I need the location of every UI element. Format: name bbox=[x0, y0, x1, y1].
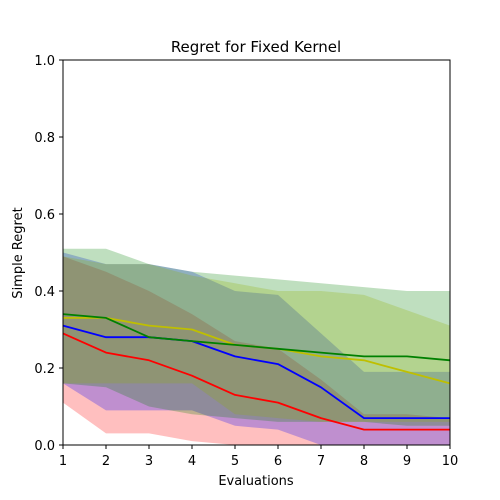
y-tick-label: 0.2 bbox=[34, 362, 55, 377]
x-tick-label: 8 bbox=[360, 454, 368, 469]
x-tick-label: 7 bbox=[317, 454, 325, 469]
y-tick-label: 0.6 bbox=[34, 208, 55, 223]
x-tick-label: 4 bbox=[188, 454, 196, 469]
series-lines bbox=[62, 313, 451, 431]
y-tick-label: 0.8 bbox=[34, 131, 55, 146]
series-4-band bbox=[63, 248, 450, 426]
series-3-band bbox=[63, 256, 450, 422]
series-1-line bbox=[62, 332, 450, 431]
x-tick-label: 2 bbox=[102, 454, 110, 469]
x-tick-label: 6 bbox=[274, 454, 282, 469]
x-tick-label: 5 bbox=[231, 454, 239, 469]
series-2-band bbox=[63, 252, 450, 445]
y-axis-ticks: 0.0 0.2 0.4 0.6 0.8 1.0 bbox=[34, 54, 63, 454]
confidence-bands bbox=[63, 248, 450, 445]
y-tick-label: 0.4 bbox=[34, 285, 55, 300]
series-4-line bbox=[62, 313, 451, 362]
x-tick-label: 10 bbox=[442, 454, 459, 469]
y-tick-label: 1.0 bbox=[34, 54, 55, 69]
x-tick-label: 1 bbox=[59, 454, 67, 469]
y-tick-label: 0.0 bbox=[34, 439, 55, 454]
y-axis-label: Simple Regret bbox=[11, 207, 26, 298]
x-axis-ticks: 1 2 3 4 5 6 7 8 9 10 bbox=[59, 445, 458, 469]
plot-frame bbox=[62, 59, 451, 446]
chart-title: Regret for Fixed Kernel bbox=[171, 38, 341, 56]
x-axis-label: Evaluations bbox=[218, 474, 294, 489]
series-2-line bbox=[62, 324, 450, 419]
x-tick-label: 9 bbox=[403, 454, 411, 469]
x-tick-label: 3 bbox=[145, 454, 153, 469]
series-1-band bbox=[63, 256, 450, 445]
